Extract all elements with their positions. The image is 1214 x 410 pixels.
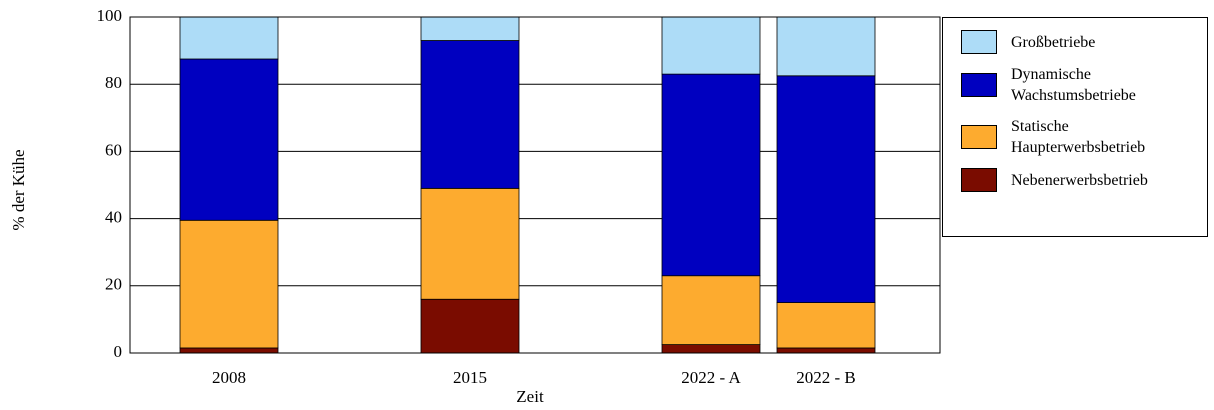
- y-axis-label: % der Kühe: [9, 149, 28, 230]
- bar-segment: [179, 219, 279, 349]
- legend-item: Großbetriebe: [961, 30, 1207, 54]
- y-tick-label: 100: [97, 6, 123, 25]
- legend-item: Nebenerwerbsbetrieb: [961, 168, 1207, 192]
- x-tick-label: 2008: [212, 368, 246, 387]
- x-tick-label: 2015: [453, 368, 487, 387]
- legend-swatch: [961, 30, 997, 54]
- y-tick-label: 0: [114, 342, 123, 361]
- bar-segment: [179, 16, 279, 60]
- legend: Großbetriebe Dynamische Wachstumsbetriebe…: [942, 17, 1208, 237]
- bar-segment: [776, 302, 876, 349]
- x-tick-label: 2022 - B: [796, 368, 856, 387]
- bar-segment: [179, 58, 279, 221]
- legend-item: Dynamische Wachstumsbetriebe: [961, 64, 1207, 106]
- x-axis-label: Zeit: [516, 387, 544, 406]
- legend-swatch: [961, 73, 997, 97]
- y-tick-label: 40: [105, 208, 122, 227]
- legend-label: Dynamische Wachstumsbetriebe: [1011, 66, 1136, 104]
- bar-segment: [420, 16, 520, 41]
- bar-segment: [661, 16, 761, 75]
- legend-label: Statische Haupterwerbsbetrieb: [1011, 118, 1146, 156]
- bar-segment: [776, 75, 876, 304]
- bar-segment: [776, 347, 876, 354]
- bar-segment: [420, 187, 520, 300]
- bar-segment: [420, 298, 520, 354]
- legend-label: Nebenerwerbsbetrieb: [1011, 171, 1148, 189]
- bar-segment: [179, 347, 279, 354]
- plot-frame: [129, 16, 941, 354]
- bar-segment: [661, 344, 761, 354]
- legend-label: Großbetriebe: [1011, 33, 1096, 51]
- bar-segment: [661, 73, 761, 277]
- legend-swatch: [961, 168, 997, 192]
- bar-segment: [661, 275, 761, 345]
- y-tick-label: 20: [105, 275, 122, 294]
- bar-segment: [776, 16, 876, 77]
- legend-item: Statische Haupterwerbsbetrieb: [961, 116, 1207, 158]
- x-tick-label: 2022 - A: [681, 368, 741, 387]
- y-tick-label: 60: [105, 140, 122, 159]
- y-tick-label: 80: [105, 73, 122, 92]
- bar-segment: [420, 40, 520, 189]
- legend-swatch: [961, 125, 997, 149]
